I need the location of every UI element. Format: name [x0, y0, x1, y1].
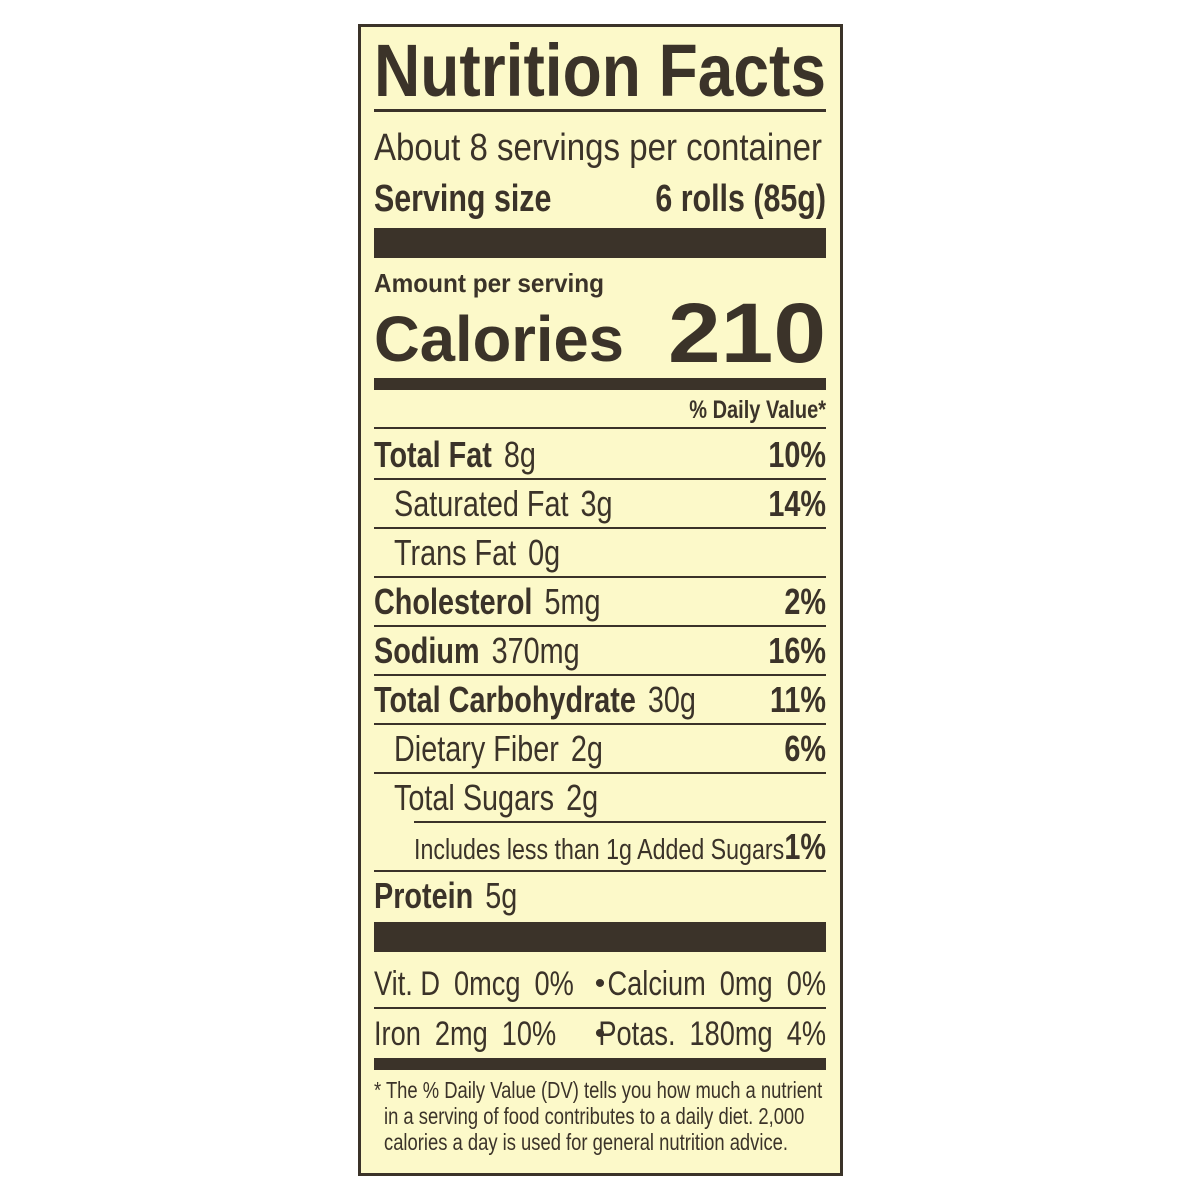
thick-bar: [374, 922, 826, 952]
micronutrient-name: Iron: [374, 1015, 421, 1053]
micronutrient-dv: 10%: [502, 1015, 556, 1053]
rule: [414, 821, 826, 823]
nutrient-name: Total Sugars: [394, 777, 554, 818]
thick-bar: [374, 228, 826, 258]
nutrient-amount: 8g: [504, 434, 536, 475]
micronutrient-dv: 0%: [787, 965, 826, 1003]
rule: [374, 576, 826, 578]
nutrient-name: Trans Fat: [394, 532, 516, 573]
footnote-line: * The % Daily Value (DV) tells you how m…: [374, 1077, 823, 1103]
rule: [374, 625, 826, 627]
nutrient-daily-value: 11%: [770, 679, 826, 720]
micronutrient-amount: 2mg: [435, 1015, 488, 1053]
nutrient-amount: 2g: [571, 728, 603, 769]
nutrient-amount: 3g: [581, 483, 613, 524]
rule: [374, 1007, 826, 1009]
calories-label: Calories: [374, 303, 624, 375]
rule: [374, 478, 826, 480]
micronutrient-name: Vit. D: [374, 965, 440, 1003]
nutrient-name: Saturated Fat: [394, 483, 569, 524]
rule: [374, 427, 826, 429]
servings-per-container: About 8 servings per container: [374, 127, 822, 169]
nutrient-name: Includes less than 1g Added Sugars: [414, 834, 784, 866]
micronutrient-amount: 0mcg: [454, 965, 521, 1003]
medium-bar: [374, 1058, 826, 1070]
serving-size-label: Serving size: [374, 178, 551, 220]
nutrient-name-bold: Sodium: [374, 630, 480, 671]
micronutrient-amount: 180mg: [690, 1015, 773, 1053]
micronutrient-amount: 0mg: [720, 965, 773, 1003]
nutrient-daily-value: 2%: [784, 581, 826, 622]
nutrient-daily-value: 6%: [784, 728, 826, 769]
nutrient-daily-value: 14%: [768, 483, 826, 524]
nutrient-amount: 2g: [566, 777, 598, 818]
medium-bar: [374, 378, 826, 390]
nutrient-name-bold: Total Carbohydrate: [374, 679, 636, 720]
nutrient-amount: 5g: [485, 875, 517, 916]
nutrient-amount: 30g: [648, 679, 696, 720]
micronutrient-name: Calcium: [608, 965, 706, 1003]
separator-dot: •: [595, 967, 606, 1000]
calories-value: 210: [668, 286, 826, 380]
rule: [374, 870, 826, 872]
nutrient-daily-value: 1%: [784, 826, 826, 867]
footnote-line: calories a day is used for general nutri…: [384, 1129, 788, 1155]
nutrient-amount: 0g: [528, 532, 560, 573]
micronutrient-dv: 0%: [535, 965, 574, 1003]
micronutrient-dv: 4%: [787, 1015, 826, 1053]
nutrient-name: Dietary Fiber: [394, 728, 559, 769]
micronutrient-name: Potas.: [598, 1015, 675, 1053]
nutrient-name-bold: Protein: [374, 875, 473, 916]
title: Nutrition Facts: [374, 29, 826, 112]
rule: [374, 109, 826, 112]
rule: [374, 772, 826, 774]
separator-dot: •: [595, 1017, 606, 1050]
label-panel: [358, 24, 843, 1176]
nutrient-name-bold: Total Fat: [374, 434, 492, 475]
rule: [374, 674, 826, 676]
amount-per-serving: Amount per serving: [374, 268, 604, 298]
daily-value-header: % Daily Value*: [689, 396, 826, 424]
nutrient-amount: 5mg: [544, 581, 600, 622]
rule: [374, 527, 826, 529]
serving-size-value: 6 rolls (85g): [655, 178, 826, 220]
nutrient-amount: 370mg: [492, 630, 580, 671]
nutrient-name-bold: Cholesterol: [374, 581, 532, 622]
nutrient-daily-value: 16%: [768, 630, 826, 671]
footnote-line: in a serving of food contributes to a da…: [384, 1103, 804, 1129]
nutrient-daily-value: 10%: [768, 434, 826, 475]
rule: [374, 723, 826, 725]
